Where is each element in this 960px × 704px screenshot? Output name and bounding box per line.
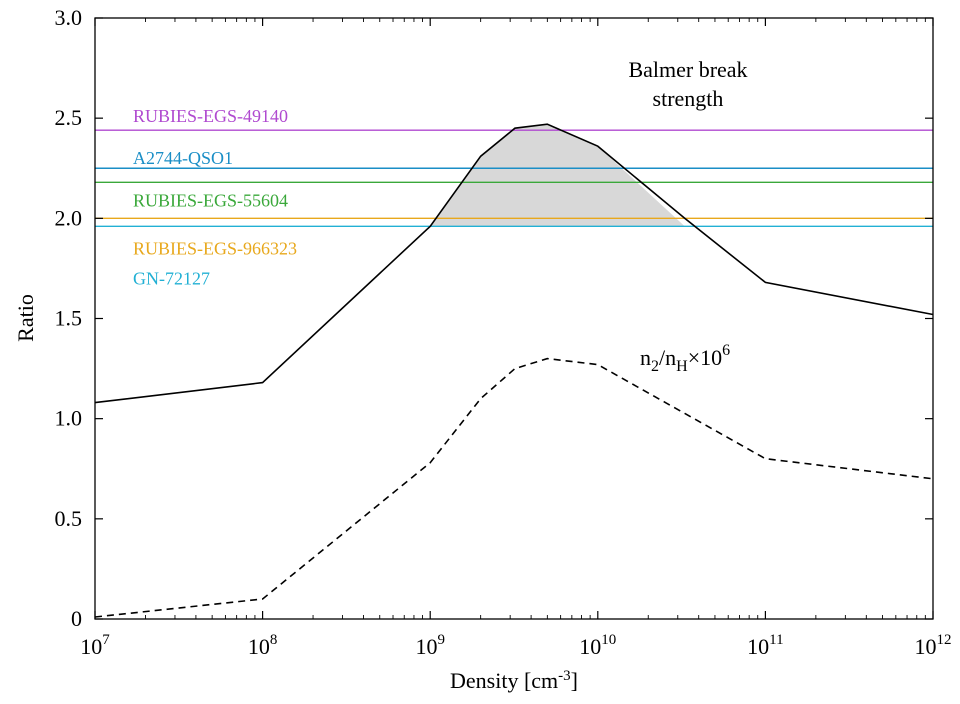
y-tick-label-7: 3.0 xyxy=(55,5,83,30)
reference-label-2: A2744-QSO1 xyxy=(133,148,233,168)
x-tick-exp-4: 10 xyxy=(601,632,616,648)
shaded-region xyxy=(430,124,685,227)
x-tick-base-2: 10 xyxy=(248,634,270,659)
x-tick-base-3: 10 xyxy=(415,634,437,659)
series-line-n2-nh xyxy=(94,357,934,618)
x-tick-label-5: 1011 xyxy=(747,632,783,659)
reference-label-1: RUBIES-EGS-49140 xyxy=(133,106,288,126)
x-tick-base-6: 10 xyxy=(915,634,937,659)
x-tick-label-1: 107 xyxy=(80,632,110,659)
x-tick-exp-3: 9 xyxy=(437,632,445,648)
x-tick-base-5: 10 xyxy=(747,634,769,659)
annotation-slash-n: /n xyxy=(659,345,676,370)
x-tick-base-1: 10 xyxy=(80,634,102,659)
x-tick-exp-6: 12 xyxy=(937,632,952,648)
annotation-n: n xyxy=(640,345,651,370)
shaded-region-layer xyxy=(430,124,685,227)
x-tick-label-3: 109 xyxy=(415,632,445,659)
y-axis-title: Ratio xyxy=(13,294,38,342)
series-line-balmer-break xyxy=(94,123,934,404)
x-tick-exp-2: 8 xyxy=(270,632,278,648)
annotation-balmer-line1: Balmer break xyxy=(628,57,747,82)
annotation-sub-2: 2 xyxy=(651,358,659,375)
x-axis-title-main: Density [cm xyxy=(450,668,558,693)
y-tick-label-5: 2.0 xyxy=(55,205,83,230)
reference-label-4: RUBIES-EGS-966323 xyxy=(133,238,297,258)
annotation-sub-H: H xyxy=(676,358,688,375)
annotation-times-10: ×10 xyxy=(688,345,722,370)
annotation-exp-6: 6 xyxy=(722,342,730,359)
y-tick-label-6: 2.5 xyxy=(55,105,83,130)
x-tick-exp-5: 11 xyxy=(769,632,783,648)
x-tick-label-2: 108 xyxy=(248,632,278,659)
annotation-balmer-line2: strength xyxy=(653,86,724,111)
reference-label-3: RUBIES-EGS-55604 xyxy=(133,190,288,210)
x-axis-title: Density [cm-3] xyxy=(450,668,578,693)
y-tick-label-4: 1.5 xyxy=(55,306,83,331)
annotation-n2-nH: n2/nH×106 xyxy=(640,342,730,375)
reference-lines-layer: RUBIES-EGS-49140 A2744-QSO1 RUBIES-EGS-556… xyxy=(95,106,933,288)
x-tick-exp-1: 7 xyxy=(102,632,110,648)
y-tick-label-1: 0 xyxy=(71,606,82,631)
y-tick-label-2: 0.5 xyxy=(55,506,83,531)
x-tick-base-4: 10 xyxy=(579,634,601,659)
x-tick-label-4: 1010 xyxy=(579,632,616,659)
y-tick-label-3: 1.0 xyxy=(55,406,83,431)
series-layer xyxy=(94,123,934,618)
x-tick-label-6: 1012 xyxy=(915,632,952,659)
x-axis-title-sup: -3 xyxy=(558,668,571,684)
reference-label-5: GN-72127 xyxy=(133,268,210,288)
x-axis-title-end: ] xyxy=(571,668,578,693)
